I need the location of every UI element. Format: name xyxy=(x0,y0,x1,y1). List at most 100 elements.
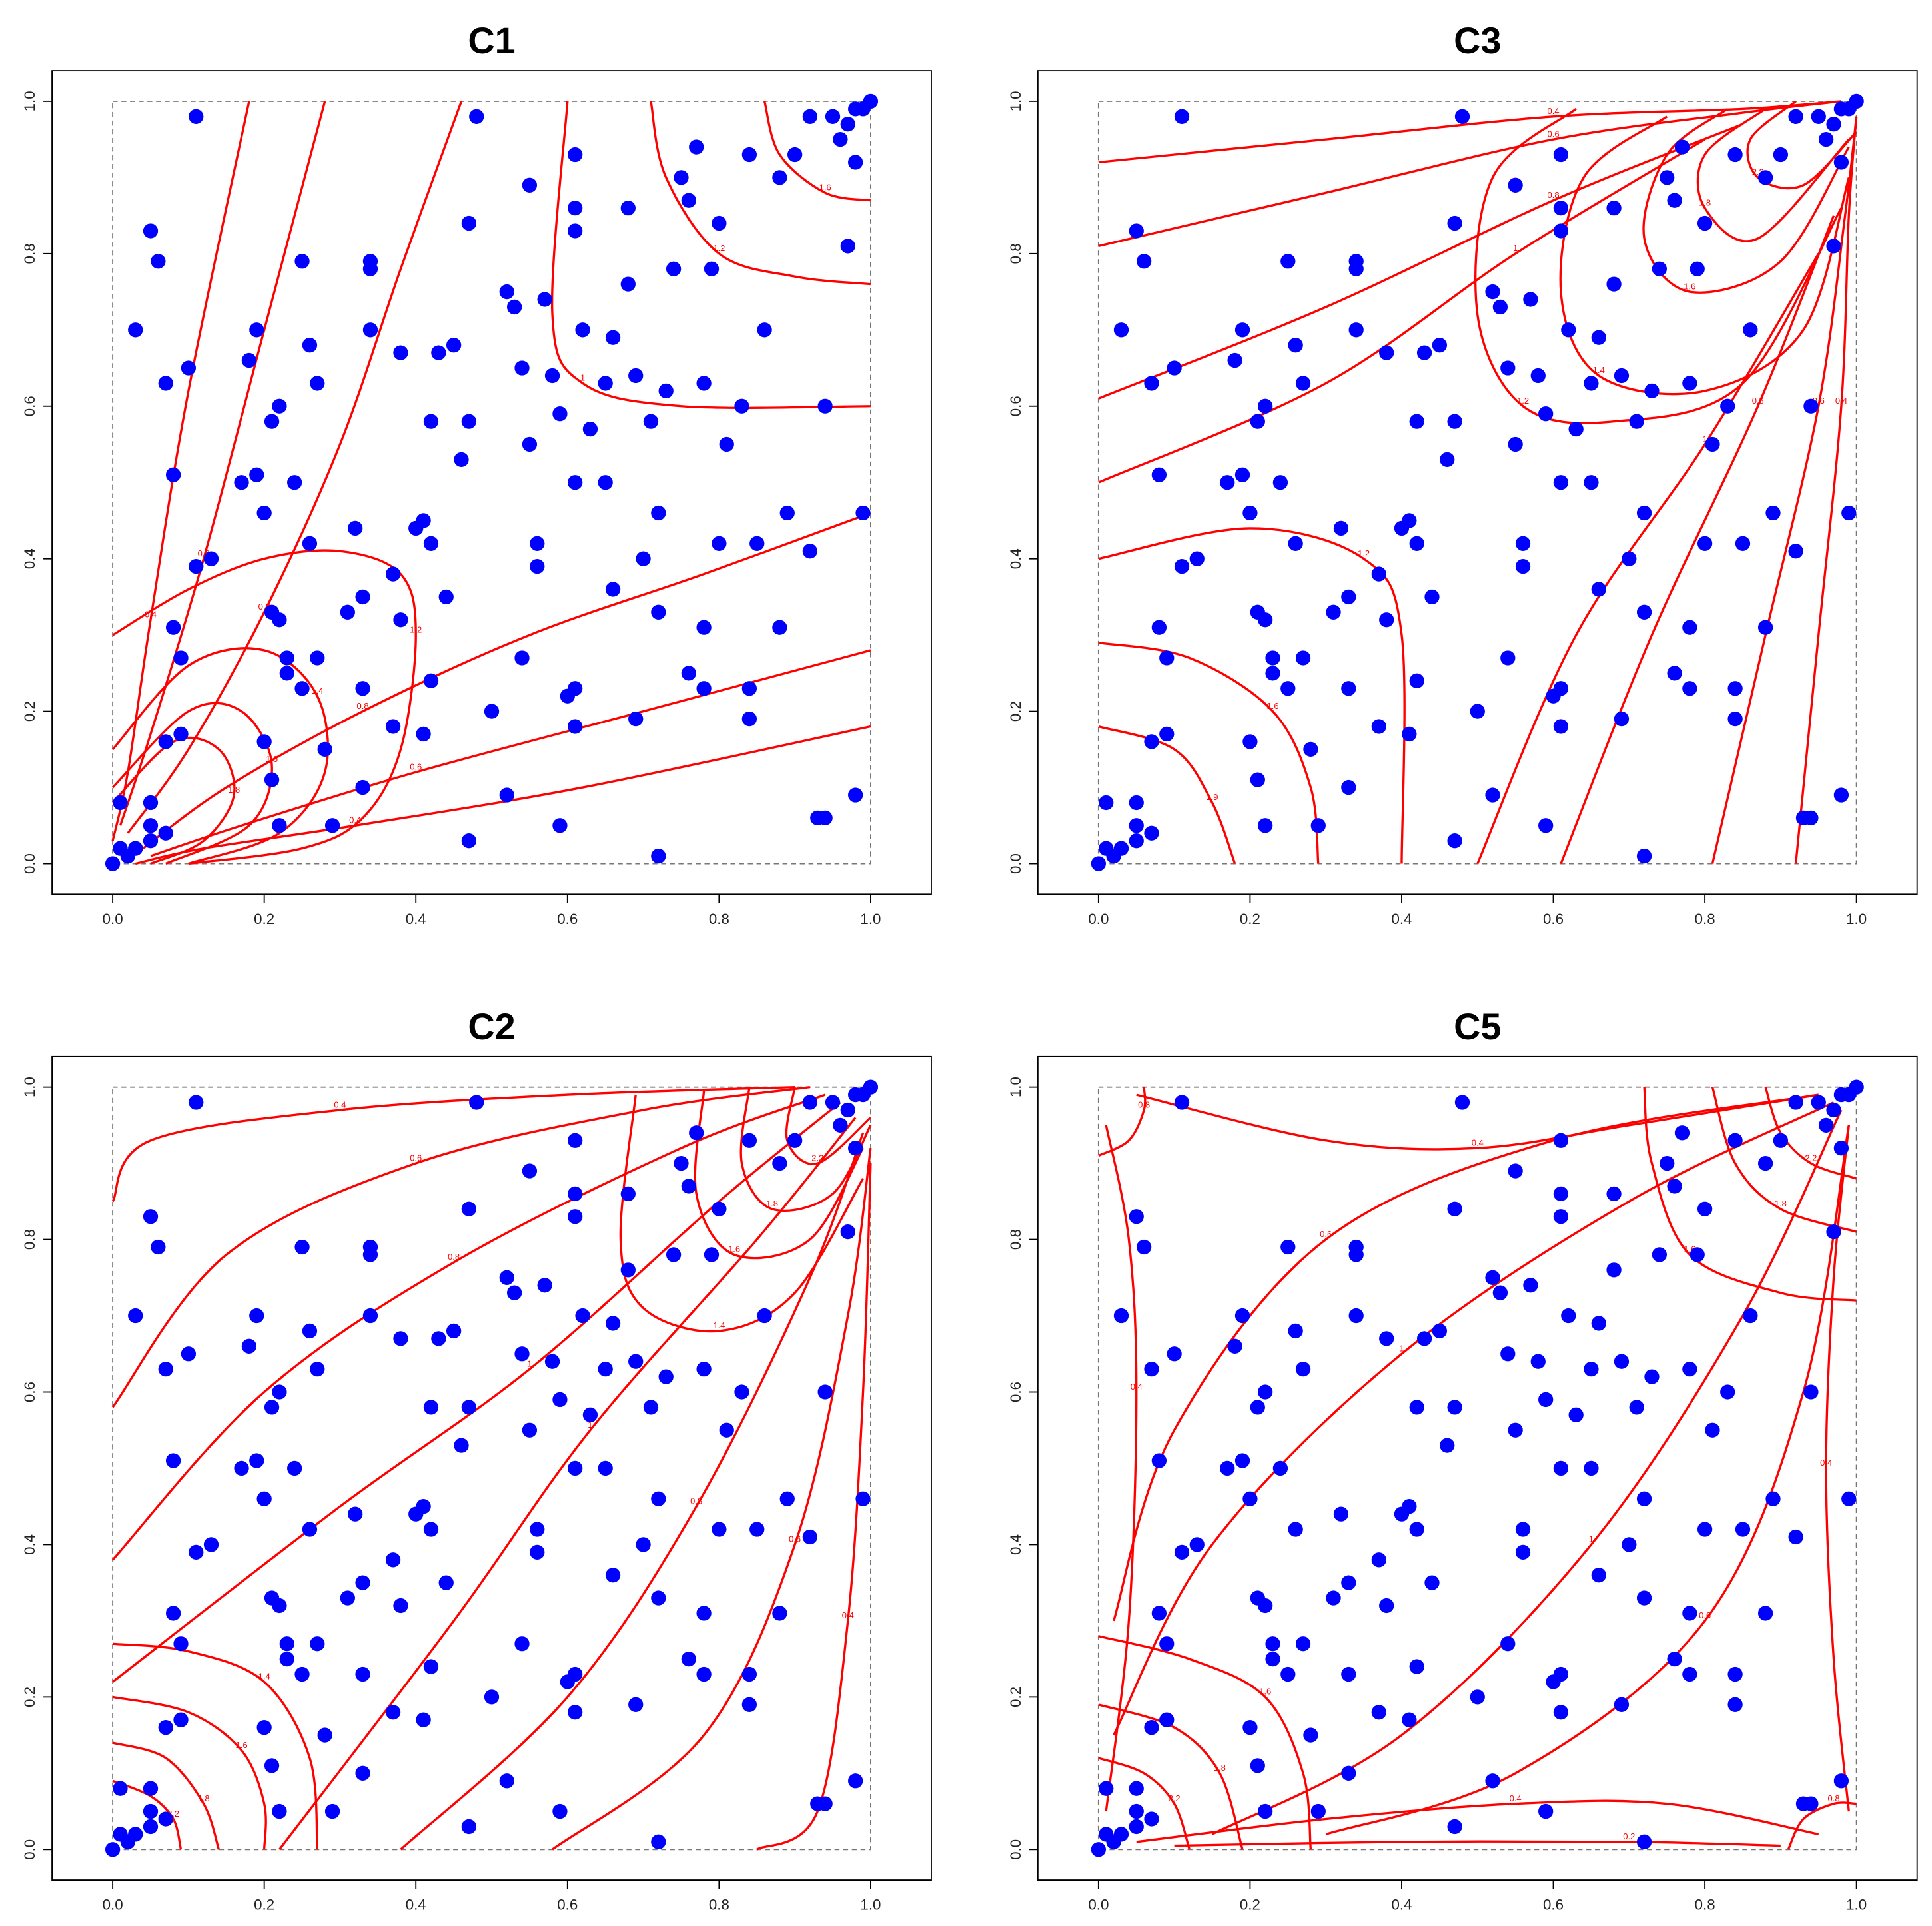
point xyxy=(165,467,181,482)
point xyxy=(249,1308,264,1324)
x-tick-label: 0.4 xyxy=(1391,1897,1412,1913)
contour-label: 0.6 xyxy=(410,1153,422,1163)
point xyxy=(658,1369,674,1384)
point xyxy=(1485,1773,1500,1789)
point xyxy=(674,170,689,185)
y-tick-label: 1.0 xyxy=(21,1077,38,1097)
point xyxy=(530,1544,545,1560)
point xyxy=(568,1666,583,1682)
point xyxy=(302,536,318,551)
contour-label: 1.2 xyxy=(713,243,725,253)
point xyxy=(605,582,621,597)
point xyxy=(423,414,439,429)
point xyxy=(1553,719,1569,734)
point xyxy=(1341,1765,1356,1781)
point xyxy=(651,1834,666,1849)
point xyxy=(1174,109,1190,124)
point xyxy=(324,818,340,833)
contour-line xyxy=(112,1101,841,1683)
contour-label: 0.4 xyxy=(842,1610,854,1620)
point xyxy=(651,604,666,620)
point xyxy=(1159,650,1175,666)
contour-line xyxy=(112,1779,183,1850)
point xyxy=(310,650,325,666)
point xyxy=(143,795,159,811)
contour-line xyxy=(278,1117,857,1851)
point xyxy=(1811,1095,1826,1110)
point xyxy=(651,505,666,521)
panel-title: C2 xyxy=(468,1006,515,1047)
point xyxy=(1341,1575,1356,1590)
point xyxy=(1371,1705,1386,1720)
point xyxy=(484,1689,500,1705)
point xyxy=(264,1758,280,1773)
point xyxy=(1265,1636,1280,1652)
point xyxy=(454,452,469,468)
point xyxy=(1379,345,1394,360)
point xyxy=(1288,536,1303,551)
x-tick-label: 0.6 xyxy=(557,1897,578,1913)
point xyxy=(1416,345,1432,360)
point xyxy=(1568,421,1584,437)
point xyxy=(1682,1606,1697,1621)
contour-line xyxy=(1174,1840,1781,1847)
contour-label: 1.8 xyxy=(1775,1199,1787,1208)
point xyxy=(1280,254,1296,269)
point xyxy=(181,1346,197,1362)
point xyxy=(1803,1796,1819,1811)
point xyxy=(712,1201,727,1216)
point xyxy=(817,810,833,826)
contour-line xyxy=(1136,1093,1819,1151)
point xyxy=(1553,681,1569,696)
point xyxy=(279,1651,294,1667)
contour-line xyxy=(111,1085,811,1408)
contour-label: 0.8 xyxy=(357,701,369,711)
point xyxy=(681,193,696,208)
point xyxy=(362,261,378,276)
point xyxy=(431,345,446,360)
point xyxy=(105,1842,121,1857)
point xyxy=(1432,338,1448,353)
point xyxy=(1258,818,1273,833)
point xyxy=(1561,1308,1576,1324)
point xyxy=(741,681,757,696)
point xyxy=(863,1079,879,1095)
point xyxy=(1667,193,1682,208)
point xyxy=(461,833,477,849)
point xyxy=(1826,239,1841,254)
point xyxy=(1348,261,1364,276)
contour-label: 0.4 xyxy=(1835,396,1847,406)
point xyxy=(173,650,189,666)
y-tick-label: 0.2 xyxy=(21,1687,38,1707)
plot-frame xyxy=(1037,1055,1918,1881)
point xyxy=(1129,1781,1144,1796)
contour-line xyxy=(1746,100,1857,190)
point xyxy=(294,1239,310,1255)
y-tick-label: 0.8 xyxy=(21,243,38,264)
point xyxy=(1553,1460,1569,1476)
point xyxy=(143,833,159,849)
point xyxy=(1667,666,1682,681)
point xyxy=(757,1308,772,1324)
contour-label: 1.4 xyxy=(258,1672,270,1682)
point xyxy=(461,1201,477,1216)
contour-label: 1.4 xyxy=(1593,365,1605,375)
point xyxy=(264,772,280,787)
point xyxy=(734,1384,749,1400)
point xyxy=(1515,536,1531,551)
point xyxy=(1129,1819,1144,1835)
point xyxy=(779,505,795,521)
contour-line xyxy=(1794,116,1858,864)
point xyxy=(636,551,651,566)
point xyxy=(165,1606,181,1621)
point xyxy=(1409,536,1424,551)
point xyxy=(1409,1522,1424,1537)
contour-label: 1.9 xyxy=(1206,792,1218,802)
point xyxy=(772,170,787,185)
point xyxy=(393,612,408,628)
contour-label: 1.2 xyxy=(1517,396,1529,406)
point xyxy=(1757,1606,1773,1621)
point xyxy=(1447,215,1462,231)
point xyxy=(1788,1095,1803,1110)
point xyxy=(1553,1186,1569,1202)
